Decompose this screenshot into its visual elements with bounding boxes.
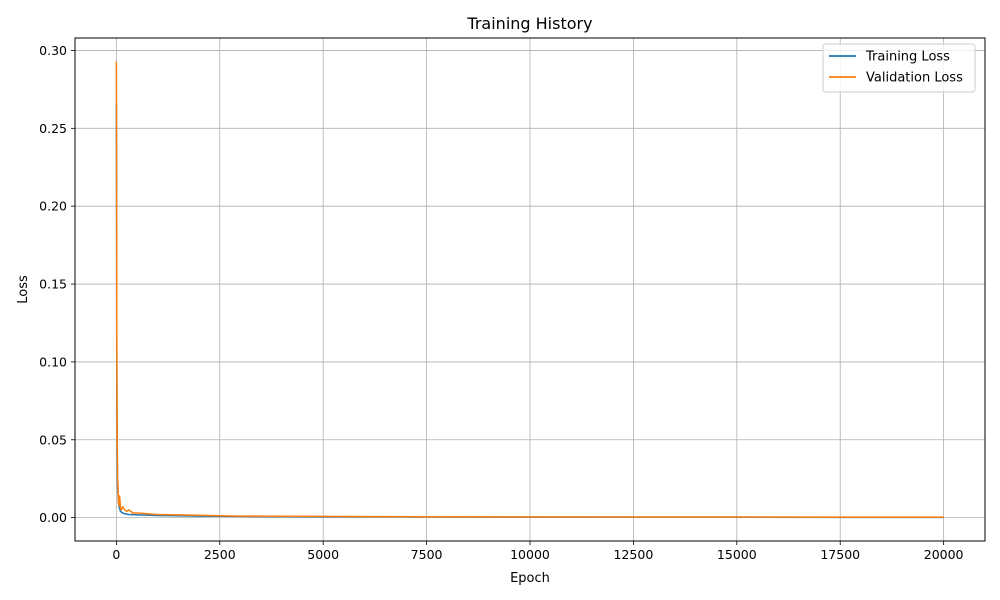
legend: Training Loss Validation Loss [822, 43, 976, 93]
x-axis-ticks: 0 2500 5000 7500 10000 12500 15000 17500 20000 [112, 541, 964, 562]
chart-title: Training History [466, 14, 592, 33]
x-axis-label: Epoch [510, 571, 550, 586]
y-tick-label: 0.25 [39, 121, 67, 136]
x-tick-label: 10000 [510, 547, 550, 562]
x-tick-label: 7500 [411, 547, 443, 562]
y-tick-label: 0.20 [39, 199, 67, 214]
x-tick-label: 12500 [614, 547, 654, 562]
legend-box [822, 43, 976, 93]
x-tick-label: 0 [112, 547, 120, 562]
legend-label-validation-loss: Validation Loss [866, 71, 963, 86]
legend-label-training-loss: Training Loss [865, 50, 950, 65]
x-tick-label: 15000 [717, 547, 757, 562]
validation-loss-line [115, 61, 944, 518]
y-tick-label: 0.00 [39, 510, 67, 525]
y-axis-ticks: 0.00 0.05 0.10 0.15 0.20 0.25 0.30 [39, 43, 75, 525]
y-tick-label: 0.05 [39, 432, 67, 447]
x-tick-label: 5000 [307, 547, 339, 562]
x-tick-label: 20000 [924, 547, 964, 562]
y-tick-label: 0.15 [39, 277, 67, 292]
y-tick-label: 0.10 [39, 354, 67, 369]
plot-series [115, 61, 944, 519]
x-tick-label: 17500 [820, 547, 860, 562]
y-tick-label: 0.30 [39, 43, 67, 58]
y-axis-label: Loss [16, 275, 31, 304]
x-tick-label: 2500 [204, 547, 236, 562]
